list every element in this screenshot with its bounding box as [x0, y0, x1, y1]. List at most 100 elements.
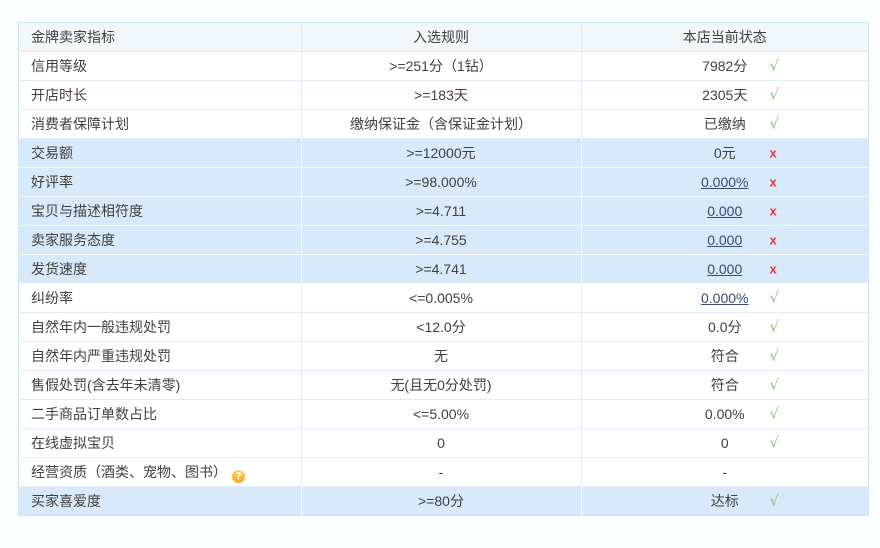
status-cell: 0 √ — [581, 428, 868, 458]
status-cell: 符合 √ — [581, 370, 868, 400]
status-cell: 达标 √ — [581, 486, 868, 515]
table-row: 发货速度 >=4.741 0.000 x — [19, 254, 868, 284]
rule-cell: >=4.755 — [301, 225, 582, 255]
status-link[interactable]: 0.000 — [707, 203, 743, 219]
table-row: 卖家服务态度 >=4.755 0.000 x — [19, 225, 868, 255]
indicator-cell: 自然年内一般违规处罚 — [19, 312, 302, 342]
table-row: 开店时长 >=183天 2305天 √ — [19, 80, 868, 110]
status-value: 0元 — [713, 145, 736, 161]
metrics-table: 金牌卖家指标 入选规则 本店当前状态 信用等级 >=251分（1钻） 7982分… — [19, 23, 868, 515]
check-icon: √ — [769, 288, 780, 307]
check-icon: √ — [769, 114, 780, 133]
rule-cell: >=80分 — [301, 486, 582, 515]
table-row: 好评率 >=98.000% 0.000% x — [19, 167, 868, 197]
indicator-label: 售假处罚(含去年未清零) — [31, 377, 181, 393]
table-row: 交易额 >=12000元 0元 x — [19, 138, 868, 168]
status-value: - — [722, 464, 728, 480]
indicator-cell: 经营资质（酒类、宠物、图书）? — [19, 457, 302, 487]
header-indicator: 金牌卖家指标 — [19, 23, 302, 52]
status-value: 0.0分 — [708, 319, 742, 335]
indicator-label: 交易额 — [31, 145, 73, 161]
check-icon: √ — [769, 317, 780, 336]
rule-cell: <=5.00% — [301, 399, 582, 429]
indicator-label: 发货速度 — [31, 261, 87, 277]
cross-icon: x — [769, 232, 777, 248]
status-cell: 已缴纳 √ — [581, 109, 868, 139]
rule-cell: 0 — [301, 428, 582, 458]
table-row: 经营资质（酒类、宠物、图书）? - - — [19, 457, 868, 487]
table-row: 纠纷率 <=0.005% 0.000% √ — [19, 283, 868, 313]
indicator-cell: 交易额 — [19, 138, 302, 168]
check-icon: √ — [769, 346, 780, 365]
status-cell: 符合 √ — [581, 341, 868, 371]
status-cell: 0.000 x — [581, 196, 868, 226]
status-cell: 0.000 x — [581, 225, 868, 255]
table-row: 自然年内严重违规处罚 无 符合 √ — [19, 341, 868, 371]
indicator-label: 纠纷率 — [31, 290, 73, 306]
indicator-cell: 纠纷率 — [19, 283, 302, 313]
cross-icon: x — [769, 145, 777, 161]
rule-cell: <=0.005% — [301, 283, 582, 313]
status-link[interactable]: 0.000 — [707, 261, 743, 277]
cross-icon: x — [769, 261, 777, 277]
rule-cell: <12.0分 — [301, 312, 582, 342]
indicator-label: 在线虚拟宝贝 — [31, 435, 115, 451]
indicator-cell: 信用等级 — [19, 51, 302, 81]
indicator-cell: 开店时长 — [19, 80, 302, 110]
indicator-cell: 二手商品订单数占比 — [19, 399, 302, 429]
table-row: 信用等级 >=251分（1钻） 7982分 √ — [19, 51, 868, 81]
help-icon[interactable]: ? — [232, 469, 245, 483]
header-rule: 入选规则 — [301, 23, 582, 52]
indicator-label: 经营资质（酒类、宠物、图书） — [31, 463, 227, 480]
status-value: 2305天 — [702, 87, 748, 103]
table-row: 在线虚拟宝贝 0 0 √ — [19, 428, 868, 458]
status-value: 已缴纳 — [703, 116, 746, 132]
rule-cell: >=12000元 — [301, 138, 582, 168]
status-value: 符合 — [710, 348, 739, 364]
status-link[interactable]: 0.000% — [701, 174, 749, 190]
indicator-label: 二手商品订单数占比 — [31, 406, 157, 422]
status-link[interactable]: 0.000 — [707, 232, 743, 248]
rule-cell: >=251分（1钻） — [301, 51, 582, 81]
rule-cell: >=4.711 — [301, 196, 582, 226]
indicator-cell: 消费者保障计划 — [19, 109, 302, 139]
indicator-cell: 宝贝与描述相符度 — [19, 196, 302, 226]
status-value: 符合 — [710, 377, 739, 393]
status-cell: 0.000 x — [581, 254, 868, 284]
indicator-cell: 好评率 — [19, 167, 302, 197]
table-row: 买家喜爱度 >=80分 达标 √ — [19, 486, 868, 515]
cross-icon: x — [769, 174, 777, 190]
status-cell: - — [581, 457, 868, 487]
status-cell: 2305天 √ — [581, 80, 868, 110]
status-link[interactable]: 0.000% — [701, 290, 749, 306]
indicator-label: 开店时长 — [31, 87, 87, 103]
indicator-cell: 售假处罚(含去年未清零) — [19, 370, 302, 400]
cross-icon: x — [769, 203, 777, 219]
rule-cell: - — [301, 457, 582, 487]
rule-cell: >=98.000% — [301, 167, 582, 197]
header-status: 本店当前状态 — [581, 23, 868, 52]
table-row: 消费者保障计划 缴纳保证金（含保证金计划） 已缴纳 √ — [19, 109, 868, 139]
indicator-cell: 自然年内严重违规处罚 — [19, 341, 302, 371]
indicator-cell: 在线虚拟宝贝 — [19, 428, 302, 458]
status-value: 7982分 — [702, 58, 748, 74]
check-icon: √ — [769, 433, 780, 452]
status-cell: 0元 x — [581, 138, 868, 168]
indicator-cell: 发货速度 — [19, 254, 302, 284]
check-icon: √ — [769, 404, 780, 423]
rule-cell: >=4.741 — [301, 254, 582, 284]
status-cell: 0.000% x — [581, 167, 868, 197]
indicator-label: 消费者保障计划 — [31, 116, 129, 132]
status-value: 达标 — [710, 493, 739, 509]
rule-cell: 缴纳保证金（含保证金计划） — [301, 109, 582, 139]
indicator-label: 卖家服务态度 — [31, 232, 115, 248]
indicator-cell: 买家喜爱度 — [19, 486, 302, 515]
status-cell: 0.00% √ — [581, 399, 868, 429]
check-icon: √ — [769, 491, 780, 510]
check-icon: √ — [769, 56, 780, 75]
table-row: 宝贝与描述相符度 >=4.711 0.000 x — [19, 196, 868, 226]
indicator-label: 信用等级 — [31, 58, 87, 74]
table-row: 二手商品订单数占比 <=5.00% 0.00% √ — [19, 399, 868, 429]
rule-cell: 无(且无0分处罚) — [301, 370, 582, 400]
status-cell: 0.000% √ — [581, 283, 868, 313]
